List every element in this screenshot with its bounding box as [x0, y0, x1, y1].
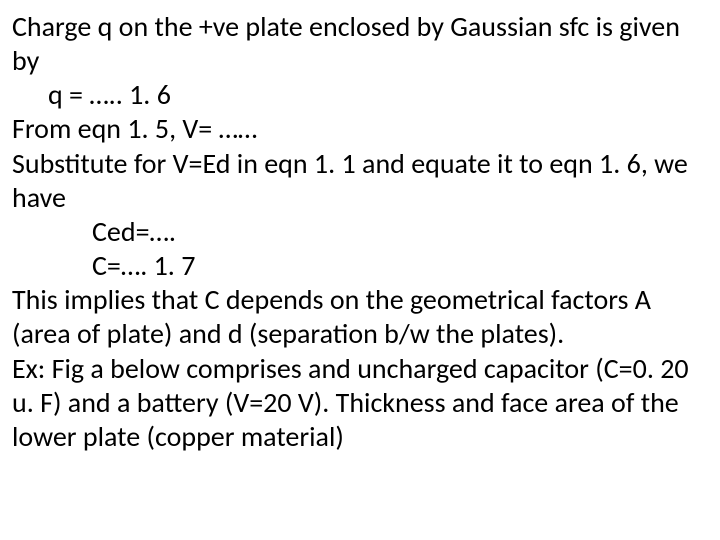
slide-body: Charge q on the +ve plate enclosed by Ga… [0, 0, 720, 540]
text-line-8-example: Ex: Fig a below comprises and uncharged … [12, 352, 708, 454]
text-line-5-ced: Ced=…. [12, 215, 708, 249]
text-line-1: Charge q on the +ve plate enclosed by Ga… [12, 10, 708, 78]
text-line-4: Substitute for V=Ed in eqn 1. 1 and equa… [12, 147, 708, 215]
text-line-3: From eqn 1. 5, V= …… [12, 112, 708, 146]
text-line-7: This implies that C depends on the geome… [12, 283, 708, 351]
text-line-2-eqn-1-6: q = ….. 1. 6 [12, 78, 708, 112]
text-line-6-eqn-1-7: C=…. 1. 7 [12, 249, 708, 283]
